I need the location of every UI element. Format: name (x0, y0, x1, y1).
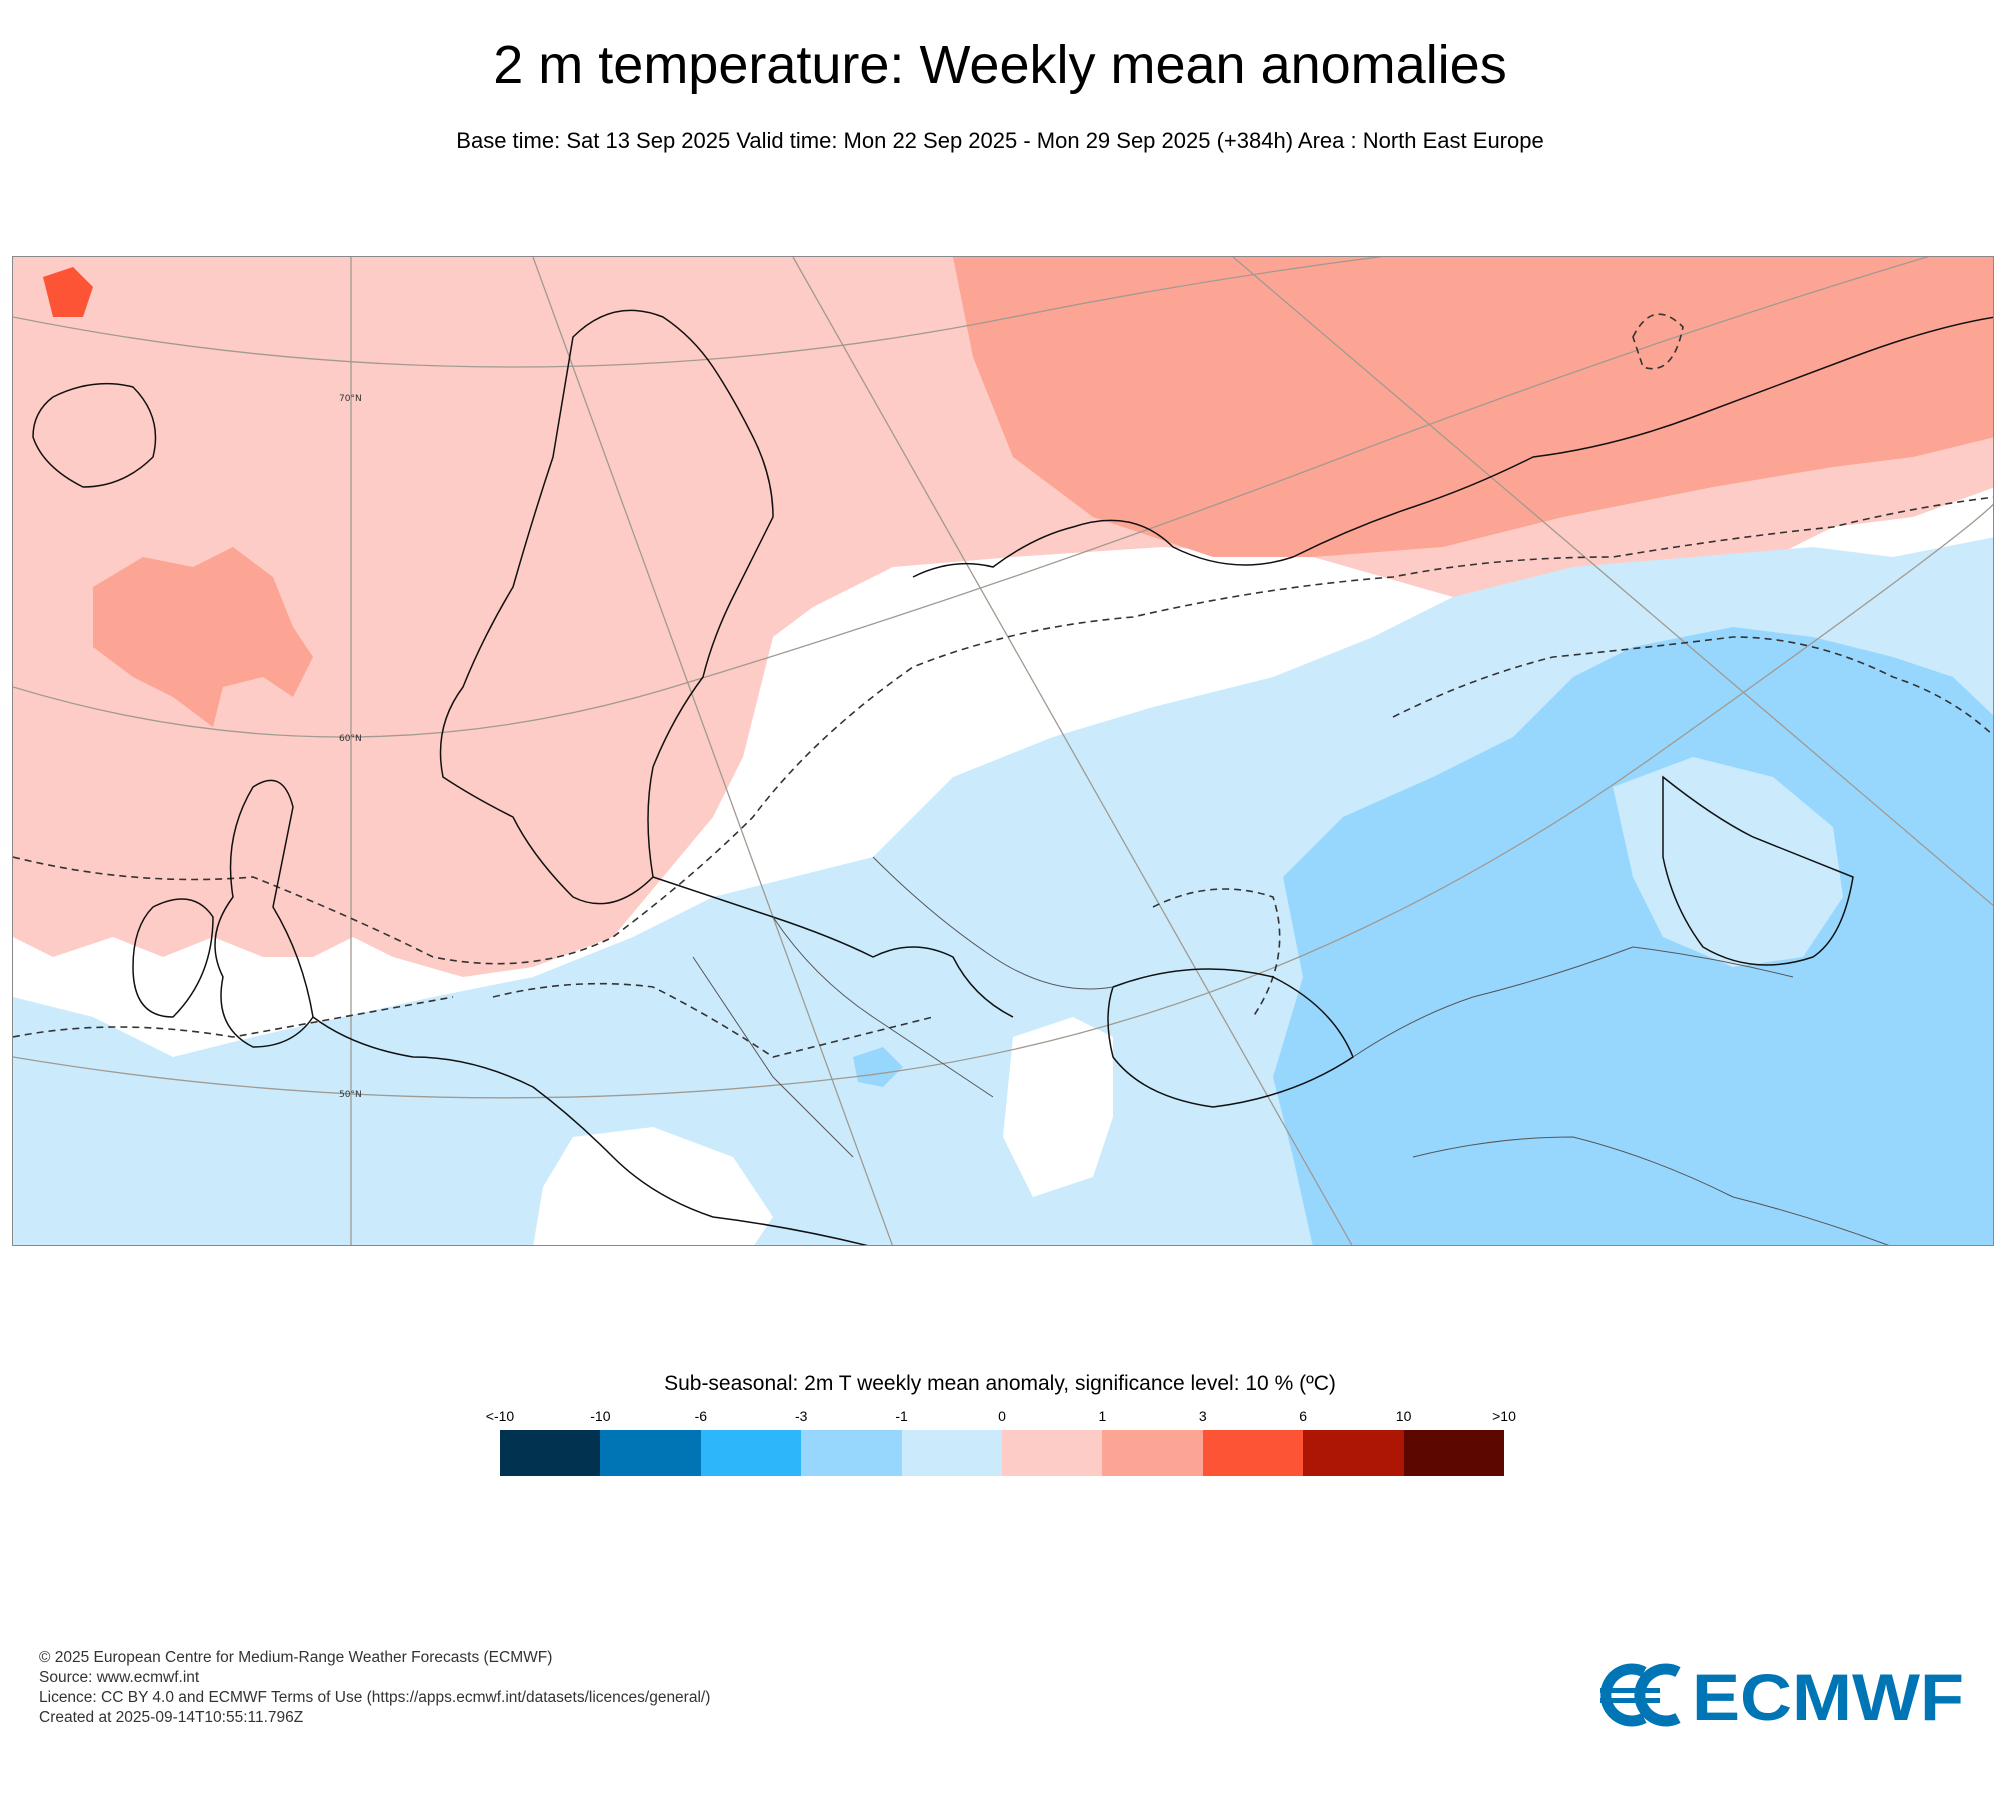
copyright-line: © 2025 European Centre for Medium-Range … (39, 1649, 553, 1666)
created-line: Created at 2025-09-14T10:55:11.796Z (39, 1709, 304, 1726)
legend-swatch (1102, 1430, 1203, 1476)
cold-region-central (853, 1047, 903, 1087)
significance-contours (13, 313, 1993, 1058)
legend-swatch (1002, 1430, 1103, 1476)
baltic-coast (652, 876, 1014, 1018)
chart-title: 2 m temperature: Weekly mean anomalies (493, 35, 1507, 95)
legend-swatch (801, 1430, 902, 1476)
legend-tick: 1 (1098, 1408, 1107, 1424)
legend-swatch (1202, 1430, 1304, 1476)
legend-tick: 3 (1198, 1408, 1207, 1424)
russia-north-coast (912, 316, 1993, 578)
legend-colorbar (500, 1430, 1505, 1476)
europe-mainland-coast (312, 1016, 868, 1245)
legend-tick: -10 (590, 1408, 611, 1424)
iceland-coast (32, 382, 157, 488)
uk-coast (214, 779, 314, 1048)
neutral-patch-europe (1003, 1017, 1113, 1197)
coastlines (32, 309, 1993, 1245)
meridian-lines (350, 257, 1993, 1245)
legend-swatch (1303, 1430, 1404, 1476)
lat-label-60: 60°N (339, 734, 362, 744)
neutral-patch-balkans (533, 1127, 773, 1245)
warm-region-russia-north (1803, 257, 1993, 417)
legend-swatch (600, 1430, 701, 1476)
latitude-lines (13, 257, 1993, 1099)
ecmwf-logo: ECMWF (1592, 1660, 1972, 1734)
warm-region-north (953, 257, 1993, 557)
legend-title: Sub-seasonal: 2m T weekly mean anomaly, … (664, 1372, 1336, 1395)
legend-tick: 0 (998, 1408, 1006, 1424)
legend-tick: -1 (895, 1408, 908, 1424)
ecmwf-logo-icon (1600, 1663, 1681, 1727)
footer-credits: © 2025 European Centre for Medium-Range … (39, 1648, 710, 1728)
ecmwf-logo-text: ECMWF (1692, 1660, 1964, 1730)
legend-ticks: <-10 -10 -6 -3 -1 0 1 3 6 10 >10 (486, 1408, 1516, 1428)
ireland-coast (132, 898, 214, 1018)
legend-tick: 10 (1395, 1408, 1412, 1424)
legend-tick: <-10 (485, 1408, 515, 1424)
lat-label-50: 50°N (339, 1090, 362, 1100)
legend-tick: >10 (1492, 1408, 1516, 1424)
legend-swatch (901, 1430, 1003, 1476)
black-sea-coast (1107, 968, 1354, 1108)
legend-tick: 6 (1299, 1408, 1308, 1424)
chart-subtitle: Base time: Sat 13 Sep 2025 Valid time: M… (456, 128, 1544, 153)
warm-region-iceland (93, 547, 313, 727)
legend-swatch (700, 1430, 802, 1476)
caspian-coast (1662, 775, 1854, 966)
legend-tick: -3 (794, 1408, 808, 1424)
legend-swatch (500, 1430, 601, 1476)
warm-region-greenland (43, 267, 93, 317)
licence-line: Licence: CC BY 4.0 and ECMWF Terms of Us… (39, 1689, 711, 1706)
anomaly-map[interactable]: 70°N 60°N 50°N (12, 256, 1994, 1246)
legend-tick: -6 (694, 1408, 708, 1424)
legend-swatch (1403, 1430, 1505, 1476)
source-line: Source: www.ecmwf.int (39, 1669, 200, 1686)
cold-region-east (1273, 627, 1993, 1245)
country-borders (692, 856, 1890, 1245)
scandinavia-coast (439, 309, 774, 905)
lat-label-70: 70°N (339, 394, 362, 404)
cold-region-east-inner (1613, 757, 1843, 967)
